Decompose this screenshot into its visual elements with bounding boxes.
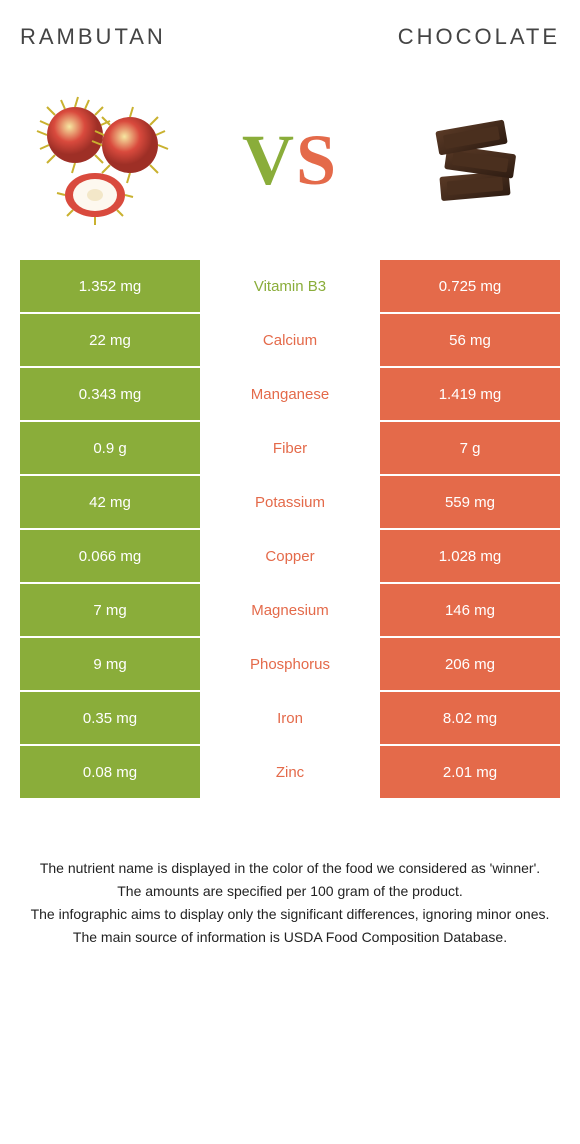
left-value: 42 mg — [20, 476, 200, 528]
right-value: 1.419 mg — [380, 368, 560, 420]
nutrient-row: 0.08 mgZinc2.01 mg — [20, 746, 560, 798]
nutrient-table: 1.352 mgVitamin B30.725 mg22 mgCalcium56… — [20, 260, 560, 798]
header-titles: Rambutan Chocolate — [20, 24, 560, 50]
footer-line: The main source of information is USDA F… — [30, 927, 550, 948]
right-value: 7 g — [380, 422, 560, 474]
nutrient-row: 42 mgPotassium559 mg — [20, 476, 560, 528]
chocolate-image — [400, 90, 550, 230]
left-value: 22 mg — [20, 314, 200, 366]
nutrient-row: 1.352 mgVitamin B30.725 mg — [20, 260, 560, 312]
vs-label: VS — [242, 119, 338, 202]
nutrient-row: 9 mgPhosphorus206 mg — [20, 638, 560, 690]
right-value: 8.02 mg — [380, 692, 560, 744]
footer-line: The infographic aims to display only the… — [30, 904, 550, 925]
left-value: 0.35 mg — [20, 692, 200, 744]
right-value: 56 mg — [380, 314, 560, 366]
nutrient-label: Magnesium — [200, 584, 380, 636]
rambutan-image — [30, 90, 180, 230]
vs-s: S — [296, 120, 338, 200]
right-value: 1.028 mg — [380, 530, 560, 582]
vs-v: V — [242, 120, 296, 200]
nutrient-label: Vitamin B3 — [200, 260, 380, 312]
footer-line: The nutrient name is displayed in the co… — [30, 858, 550, 879]
nutrient-row: 0.066 mgCopper1.028 mg — [20, 530, 560, 582]
right-value: 146 mg — [380, 584, 560, 636]
left-value: 0.066 mg — [20, 530, 200, 582]
nutrient-row: 0.35 mgIron8.02 mg — [20, 692, 560, 744]
nutrient-row: 0.343 mgManganese1.419 mg — [20, 368, 560, 420]
right-food-title: Chocolate — [398, 24, 560, 50]
right-value: 0.725 mg — [380, 260, 560, 312]
hero-row: VS — [20, 70, 560, 260]
nutrient-label: Potassium — [200, 476, 380, 528]
nutrient-row: 22 mgCalcium56 mg — [20, 314, 560, 366]
left-value: 0.343 mg — [20, 368, 200, 420]
left-value: 7 mg — [20, 584, 200, 636]
nutrient-label: Phosphorus — [200, 638, 380, 690]
left-food-title: Rambutan — [20, 24, 166, 50]
footer-notes: The nutrient name is displayed in the co… — [20, 858, 560, 948]
left-value: 9 mg — [20, 638, 200, 690]
nutrient-label: Fiber — [200, 422, 380, 474]
right-value: 206 mg — [380, 638, 560, 690]
nutrient-label: Manganese — [200, 368, 380, 420]
left-value: 0.08 mg — [20, 746, 200, 798]
nutrient-row: 7 mgMagnesium146 mg — [20, 584, 560, 636]
right-value: 559 mg — [380, 476, 560, 528]
left-value: 1.352 mg — [20, 260, 200, 312]
footer-line: The amounts are specified per 100 gram o… — [30, 881, 550, 902]
nutrient-label: Zinc — [200, 746, 380, 798]
left-value: 0.9 g — [20, 422, 200, 474]
nutrient-label: Iron — [200, 692, 380, 744]
nutrient-row: 0.9 gFiber7 g — [20, 422, 560, 474]
nutrient-label: Calcium — [200, 314, 380, 366]
infographic-root: Rambutan Chocolate — [0, 0, 580, 974]
nutrient-label: Copper — [200, 530, 380, 582]
right-value: 2.01 mg — [380, 746, 560, 798]
